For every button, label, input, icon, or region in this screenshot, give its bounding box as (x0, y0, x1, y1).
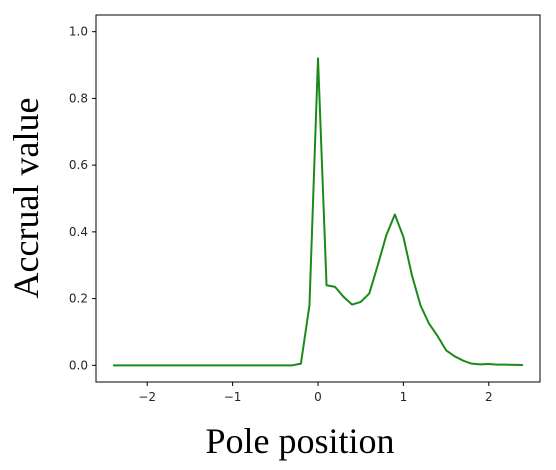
x-axis-label: Pole position (205, 421, 394, 461)
x-tick-label: 2 (485, 390, 493, 404)
y-tick-label: 0.6 (69, 158, 88, 172)
x-tick-label: −1 (224, 390, 242, 404)
x-tick-label: −2 (138, 390, 156, 404)
series-layer (113, 57, 523, 367)
y-tick-label: 0.0 (69, 358, 88, 372)
x-tick-label: 0 (314, 390, 322, 404)
y-tick-label: 1.0 (69, 25, 88, 39)
x-tick-label: 1 (400, 390, 408, 404)
series-line-0 (113, 57, 523, 367)
y-tick-label: 0.8 (69, 91, 88, 105)
y-tick-label: 0.4 (69, 225, 88, 239)
x-axis-ticks: −2 −1 0 1 2 (138, 382, 493, 404)
y-axis-label: Accrual value (6, 98, 46, 299)
y-tick-label: 0.2 (69, 292, 88, 306)
y-axis-ticks: 0.0 0.2 0.4 0.6 0.8 1.0 (69, 25, 96, 372)
